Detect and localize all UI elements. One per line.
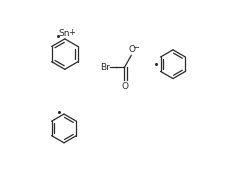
Text: Sn: Sn — [58, 29, 70, 38]
Text: O: O — [121, 82, 129, 91]
Text: +: + — [68, 28, 74, 37]
Text: −: − — [132, 43, 139, 52]
Text: Br: Br — [100, 63, 110, 72]
Text: O: O — [128, 45, 135, 54]
